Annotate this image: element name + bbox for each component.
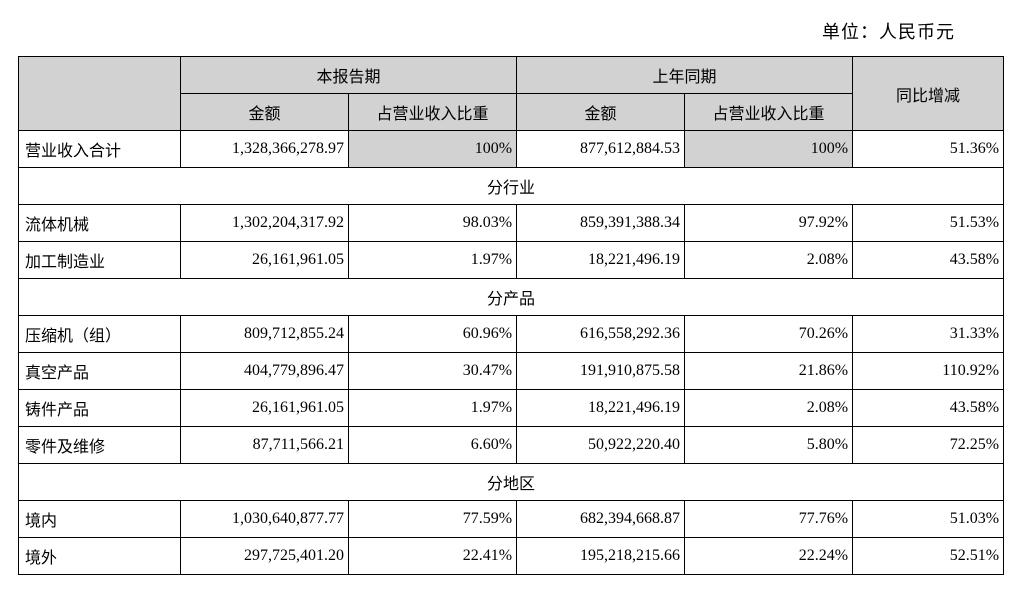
row-cur-amount: 809,712,855.24 [181, 316, 349, 353]
row-cur-pct: 77.59% [349, 501, 517, 538]
row-yoy: 31.33% [853, 316, 1004, 353]
row-cur-pct: 22.41% [349, 538, 517, 575]
total-prior-pct: 100% [685, 131, 853, 168]
row-prior-amount: 18,221,496.19 [517, 242, 685, 279]
row-label: 压缩机（组） [19, 316, 181, 353]
row-prior-pct: 2.08% [685, 390, 853, 427]
row-cur-pct: 98.03% [349, 205, 517, 242]
row-label: 加工制造业 [19, 242, 181, 279]
row-prior-pct: 22.24% [685, 538, 853, 575]
header-cur-pct: 占营业收入比重 [349, 94, 517, 131]
row-prior-amount: 18,221,496.19 [517, 390, 685, 427]
row-label: 境内 [19, 501, 181, 538]
table-row: 压缩机（组） 809,712,855.24 60.96% 616,558,292… [19, 316, 1004, 353]
header-blank [19, 57, 181, 131]
row-yoy: 72.25% [853, 427, 1004, 464]
row-label: 流体机械 [19, 205, 181, 242]
table-row: 加工制造业 26,161,961.05 1.97% 18,221,496.19 … [19, 242, 1004, 279]
header-cur-amount: 金额 [181, 94, 349, 131]
row-yoy: 52.51% [853, 538, 1004, 575]
total-row: 营业收入合计 1,328,366,278.97 100% 877,612,884… [19, 131, 1004, 168]
table-row: 铸件产品 26,161,961.05 1.97% 18,221,496.19 2… [19, 390, 1004, 427]
row-cur-pct: 30.47% [349, 353, 517, 390]
row-prior-pct: 70.26% [685, 316, 853, 353]
row-cur-amount: 26,161,961.05 [181, 242, 349, 279]
total-yoy: 51.36% [853, 131, 1004, 168]
unit-label: 单位：人民币元 [18, 18, 1005, 44]
total-cur-amount: 1,328,366,278.97 [181, 131, 349, 168]
header-prior-pct: 占营业收入比重 [685, 94, 853, 131]
total-cur-pct: 100% [349, 131, 517, 168]
row-yoy: 51.03% [853, 501, 1004, 538]
table-row: 流体机械 1,302,204,317.92 98.03% 859,391,388… [19, 205, 1004, 242]
row-label: 境外 [19, 538, 181, 575]
row-prior-pct: 2.08% [685, 242, 853, 279]
row-cur-amount: 87,711,566.21 [181, 427, 349, 464]
total-label: 营业收入合计 [19, 131, 181, 168]
row-prior-amount: 616,558,292.36 [517, 316, 685, 353]
row-cur-pct: 1.97% [349, 242, 517, 279]
row-prior-amount: 50,922,220.40 [517, 427, 685, 464]
row-yoy: 43.58% [853, 242, 1004, 279]
row-prior-pct: 5.80% [685, 427, 853, 464]
table-body: 营业收入合计 1,328,366,278.97 100% 877,612,884… [19, 131, 1004, 575]
row-cur-amount: 404,779,896.47 [181, 353, 349, 390]
revenue-breakdown-table: 本报告期 上年同期 同比增减 金额 占营业收入比重 金额 占营业收入比重 营业收… [18, 56, 1004, 575]
header-period-prior: 上年同期 [517, 57, 853, 94]
table-row: 零件及维修 87,711,566.21 6.60% 50,922,220.40 … [19, 427, 1004, 464]
section-row-region: 分地区 [19, 464, 1004, 501]
row-prior-amount: 195,218,215.66 [517, 538, 685, 575]
row-yoy: 43.58% [853, 390, 1004, 427]
row-prior-amount: 191,910,875.58 [517, 353, 685, 390]
header-row-1: 本报告期 上年同期 同比增减 [19, 57, 1004, 94]
row-cur-amount: 1,302,204,317.92 [181, 205, 349, 242]
table-row: 境内 1,030,640,877.77 77.59% 682,394,668.8… [19, 501, 1004, 538]
row-cur-amount: 297,725,401.20 [181, 538, 349, 575]
row-prior-amount: 682,394,668.87 [517, 501, 685, 538]
header-period-current: 本报告期 [181, 57, 517, 94]
row-yoy: 110.92% [853, 353, 1004, 390]
row-prior-pct: 77.76% [685, 501, 853, 538]
section-row-industry: 分行业 [19, 168, 1004, 205]
row-cur-pct: 1.97% [349, 390, 517, 427]
row-yoy: 51.53% [853, 205, 1004, 242]
row-label: 零件及维修 [19, 427, 181, 464]
row-prior-pct: 97.92% [685, 205, 853, 242]
row-cur-amount: 1,030,640,877.77 [181, 501, 349, 538]
row-label: 铸件产品 [19, 390, 181, 427]
row-cur-amount: 26,161,961.05 [181, 390, 349, 427]
table-row: 境外 297,725,401.20 22.41% 195,218,215.66 … [19, 538, 1004, 575]
row-prior-pct: 21.86% [685, 353, 853, 390]
table-row: 真空产品 404,779,896.47 30.47% 191,910,875.5… [19, 353, 1004, 390]
section-row-product: 分产品 [19, 279, 1004, 316]
row-cur-pct: 6.60% [349, 427, 517, 464]
row-label: 真空产品 [19, 353, 181, 390]
header-yoy: 同比增减 [853, 57, 1004, 131]
row-prior-amount: 859,391,388.34 [517, 205, 685, 242]
header-prior-amount: 金额 [517, 94, 685, 131]
section-product-label: 分产品 [19, 279, 1004, 316]
total-prior-amount: 877,612,884.53 [517, 131, 685, 168]
row-cur-pct: 60.96% [349, 316, 517, 353]
section-region-label: 分地区 [19, 464, 1004, 501]
section-industry-label: 分行业 [19, 168, 1004, 205]
